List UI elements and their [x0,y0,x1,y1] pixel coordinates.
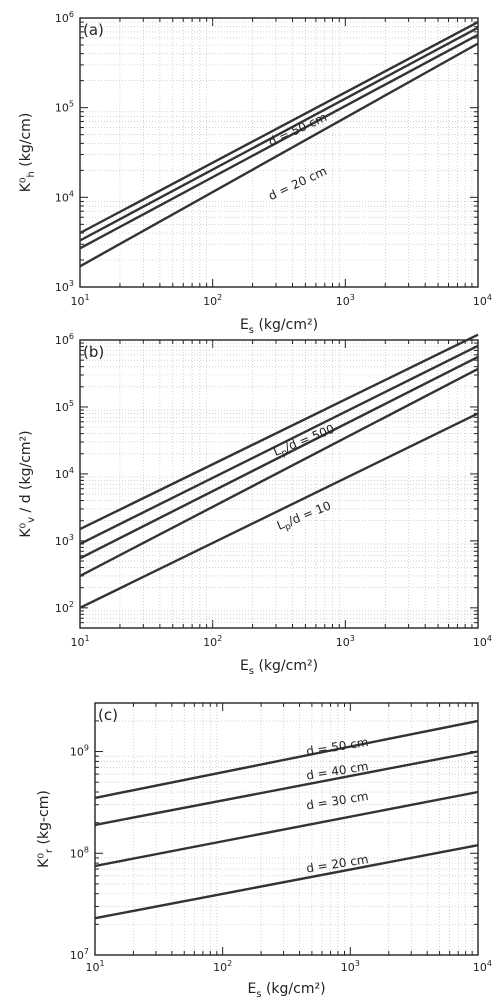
y-tick-label: 103 [55,279,74,294]
series-line-2 [79,33,479,250]
line-annotation-2: Lp/d = 10 [275,498,334,535]
series-line-2 [94,790,479,868]
series-line-3 [79,355,479,560]
y-tick-label: 108 [70,845,89,860]
panel-label: (b) [83,343,104,361]
panel-c: 101 102 103 104 107 108 109 (c) Es (kg/cm²) K⁰r (… [36,702,492,997]
y-axis-title: K⁰h (kg/cm) [18,113,37,193]
y-tick-label: 107 [70,947,89,962]
y-tick-label: 105 [55,100,74,115]
y-tick-label: 104 [55,189,74,204]
plot-frame [79,339,479,629]
panel-b: 101 102 103 104 102 103 104 105 106 (b) Es (kg/cm²… [18,332,492,677]
series-line-1 [79,412,479,609]
series-line-4 [94,719,479,800]
line-annotation-3: d = 30 cm [305,789,369,813]
x-tick-label: 104 [473,959,492,974]
x-tick-label: 102 [213,959,232,974]
x-tick-label: 101 [70,293,89,308]
y-tick-label: 109 [70,744,89,759]
x-tick-label: 104 [473,634,492,649]
y-tick-label: 104 [55,466,74,481]
series-line-1 [94,844,479,920]
x-axis-title: Es (kg/cm²) [247,981,325,997]
series-line-5 [79,333,479,531]
y-tick-label: 106 [55,332,74,347]
series-line-1 [79,42,479,268]
y-tick-label: 105 [55,399,74,414]
x-tick-label: 102 [203,293,222,308]
x-tick-label: 101 [70,634,89,649]
x-axis-title: Es (kg/cm²) [240,658,318,677]
plot-frame [94,702,479,956]
y-tick-label: 103 [55,533,74,548]
y-tick-label: 106 [55,10,74,25]
y-axis-title: K⁰v / d (kg/cm²) [18,430,37,537]
series-line-3 [94,750,479,827]
y-axis-title: K⁰r (kg-cm) [36,790,55,868]
panel-label: (a) [83,21,104,39]
series-line-4 [79,21,479,235]
panel-label: (c) [98,706,118,724]
line-annotation-1: d = 50 cm [305,735,369,759]
x-tick-label: 103 [336,634,355,649]
y-tick-label: 102 [55,600,74,615]
x-tick-label: 104 [473,293,492,308]
series-line-2 [79,367,479,577]
x-tick-label: 103 [336,293,355,308]
plot-frame [79,17,479,288]
series-line-4 [79,344,479,545]
x-axis-title: Es (kg/cm²) [240,317,318,336]
x-tick-label: 103 [341,959,360,974]
x-tick-label: 102 [203,634,222,649]
x-tick-label: 101 [85,959,104,974]
panel-a: 101 102 103 104 103 104 105 106 (a) Es (kg/cm²) K⁰… [18,10,492,336]
line-annotation-1: Lp/d = 500 [271,422,337,462]
series-line-3 [79,26,479,242]
